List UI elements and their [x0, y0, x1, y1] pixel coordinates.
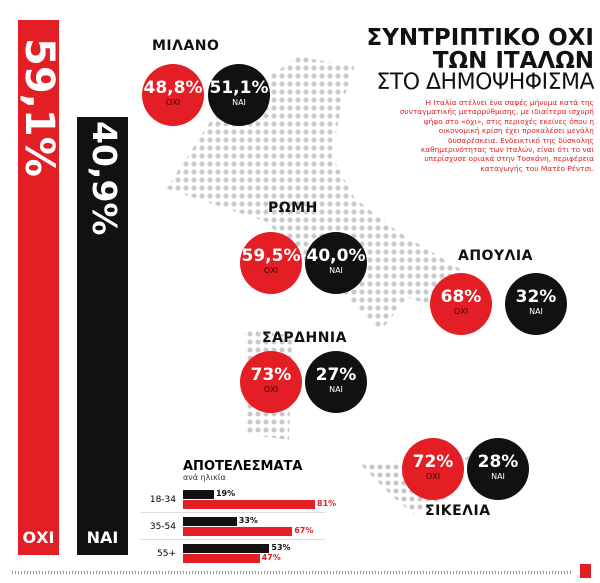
age-no-value: 67%: [294, 526, 314, 535]
age-no-value: 47%: [261, 553, 281, 562]
sardinia-no-circle: 73% ΟΧΙ: [240, 351, 302, 413]
apulia-yes-circle: 32% ΝΑΙ: [505, 273, 567, 335]
age-yes-value: 33%: [238, 516, 258, 525]
publisher-logo: [580, 564, 591, 578]
apulia-no-circle: 68% ΟΧΙ: [430, 273, 492, 335]
sicily-no-circle: 72% ΟΧΙ: [402, 438, 464, 500]
city-label-milano: ΜΙΛΑΝΟ: [152, 38, 220, 54]
yes-total-label: ΝΑΙ: [86, 528, 119, 547]
apulia-no-value: 68%: [440, 287, 482, 307]
sicily-yes-circle: 28% ΝΑΙ: [467, 438, 529, 500]
title-line-2: ΤΩΝ ΙΤΑΛΩΝ: [432, 48, 594, 74]
age-no-bar: [183, 554, 260, 563]
rome-no-value: 59,5%: [241, 246, 301, 266]
age-group-label: 55+: [157, 549, 176, 559]
city-label-rome: ΡΩΜΗ: [268, 200, 318, 216]
sardinia-no-value: 73%: [250, 365, 292, 385]
milano-yes-circle: 51,1% ΝΑΙ: [208, 64, 270, 126]
age-yes-value: 53%: [271, 543, 291, 552]
no-total-label: ΟΧΙ: [22, 528, 55, 547]
age-no-bar: [183, 500, 316, 509]
milano-no-circle: 48,8% ΟΧΙ: [142, 64, 204, 126]
yes-total-bar: 40,9% ΝΑΙ: [77, 117, 128, 555]
milano-no-value: 48,8%: [143, 78, 203, 98]
rome-yes-value: 40,0%: [306, 246, 366, 266]
no-label: ΟΧΙ: [263, 266, 279, 275]
age-yes-bar: [183, 544, 270, 553]
title-line-1: ΣΥΝΤΡΙΠΤΙΚΟ ΟΧΙ: [366, 25, 594, 51]
age-no-bar: [183, 527, 293, 536]
no-label: ΟΧΙ: [453, 307, 469, 316]
age-group-label: 18-34: [149, 495, 176, 505]
age-row: 35-54 33% 67%: [140, 514, 325, 542]
sardinia-yes-circle: 27% ΝΑΙ: [305, 351, 367, 413]
age-row: 55+ 53% 47%: [140, 541, 320, 569]
city-label-apulia: ΑΠΟΥΛΙΑ: [458, 248, 533, 264]
age-group-label: 35-54: [149, 522, 176, 532]
yes-label: ΝΑΙ: [329, 266, 343, 275]
rome-no-circle: 59,5% ΟΧΙ: [240, 232, 302, 294]
intro-text: Η Ιταλία στέλνει ένα σαφές μήνυμα κατά τ…: [399, 98, 594, 173]
age-no-value: 81%: [317, 499, 337, 508]
row-divider: [140, 512, 325, 513]
age-chart-title: ΑΠΟΤΕΛΕΣΜΑΤΑ: [183, 459, 303, 474]
yes-label: ΝΑΙ: [329, 385, 343, 394]
sardinia-yes-value: 27%: [315, 365, 357, 385]
title-line-3: ΣΤΟ ΔΗΜΟΨΗΦΙΣΜΑ: [376, 70, 594, 95]
no-total-value: 59,1%: [16, 38, 62, 177]
no-label: ΟΧΙ: [263, 385, 279, 394]
footer-rule: [12, 571, 572, 574]
rome-yes-circle: 40,0% ΝΑΙ: [305, 232, 367, 294]
city-label-sardinia: ΣΑΡΔΗΝΙΑ: [262, 330, 347, 346]
age-row: 18-34 19% 81%: [140, 487, 336, 515]
no-label: ΟΧΙ: [425, 472, 441, 481]
age-yes-bar: [183, 517, 237, 526]
no-total-bar: 59,1% ΟΧΙ: [16, 20, 62, 555]
yes-label: ΝΑΙ: [529, 307, 543, 316]
sicily-yes-value: 28%: [477, 452, 519, 472]
age-yes-value: 19%: [215, 489, 236, 498]
age-yes-bar: [183, 490, 214, 499]
city-label-sicily: ΣΙΚΕΛΙΑ: [425, 503, 491, 519]
milano-yes-value: 51,1%: [209, 78, 269, 98]
yes-total-value: 40,9%: [85, 121, 124, 236]
age-chart-subtitle: ανά ηλικία: [183, 473, 226, 482]
sicily-no-value: 72%: [412, 452, 454, 472]
apulia-yes-value: 32%: [515, 287, 557, 307]
no-label: ΟΧΙ: [165, 98, 181, 107]
yes-label: ΝΑΙ: [491, 472, 505, 481]
row-divider: [140, 539, 325, 540]
yes-label: ΝΑΙ: [232, 98, 246, 107]
